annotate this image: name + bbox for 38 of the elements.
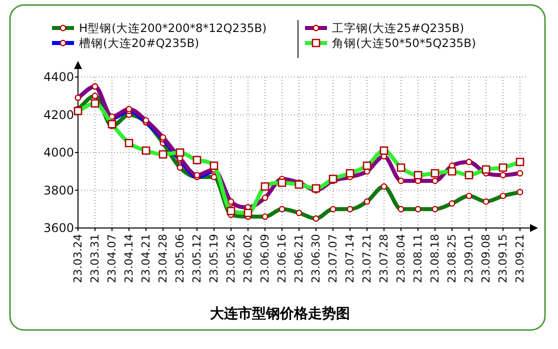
legend-label: H型钢(大连200*200*8*12Q235B) — [79, 21, 267, 35]
legend-label: 槽钢(大连20#Q235B) — [79, 36, 200, 50]
x-tick-label: 23.06.02 — [242, 234, 254, 283]
plot: 3600 3800 4000 4200 4400 23.03.24 23.03.31 23.04.07 23.04.14 23.04.21 23.04.28 23.05.06 23.05.12 23.05.19 23.05.26 23.06.02 23.06.09 23.06.16 23.06.21 23.06.30 23.07.07 23.07.14 23.07.21 23.07.28 23.08.04 23.08.11 23.08.18 23.08.25 23.09.01 23.09.08 23.09.15 23.09.21 — [43, 61, 538, 283]
x-tick-label: 23.08.11 — [412, 234, 424, 283]
x-tick-label: 23.03.31 — [88, 234, 102, 283]
y-tick-label: 4000 — [43, 146, 74, 160]
x-tick-label: 23.09.21 — [514, 234, 526, 283]
x-tick-label: 23.04.21 — [140, 234, 152, 283]
x-tick-label: 23.08.25 — [446, 234, 458, 283]
x-tick-label: 23.05.06 — [174, 234, 186, 283]
x-tick-label: 23.08.18 — [428, 234, 442, 283]
x-tick-label: 23.07.21 — [360, 234, 374, 283]
x-tick-label: 23.05.12 — [190, 234, 204, 283]
y-tick-label: 3600 — [43, 221, 74, 235]
x-tick-label: 23.08.04 — [394, 234, 408, 283]
x-tick-label: 23.04.07 — [106, 234, 118, 283]
x-tick-label: 23.09.15 — [496, 234, 510, 283]
x-tick-label: 23.04.28 — [156, 234, 170, 283]
text: 大连市型钢价格走势图 — [210, 305, 350, 322]
x-tick-label: 23.06.21 — [292, 234, 306, 283]
x-tick-label: 23.05.26 — [224, 234, 238, 283]
x-tick-label: 23.07.28 — [378, 234, 390, 283]
x-tick-label: 23.07.07 — [326, 234, 340, 283]
x-tick-label: 23.06.16 — [276, 234, 288, 283]
x-tick-label: 23.09.01 — [462, 234, 476, 283]
legend-label: 角钢(大连50*50*5Q235B) — [332, 36, 476, 50]
y-tick-label: 3800 — [43, 183, 74, 198]
legend-label: 工字钢(大连25#Q235B) — [332, 21, 464, 35]
x-tick-label: 23.06.09 — [258, 234, 272, 283]
x-tick-label: 23.04.14 — [122, 234, 136, 283]
x-tick-label: 23.06.30 — [310, 234, 322, 283]
x-tick-label: 23.09.08 — [480, 234, 492, 283]
y-tick-label: 4200 — [43, 108, 74, 122]
y-tick-label: 4400 — [43, 70, 74, 84]
x-tick-label: 23.07.14 — [344, 234, 356, 283]
x-tick-label: 23.05.19 — [208, 234, 220, 283]
x-tick-label: 23.03.24 — [72, 234, 84, 283]
